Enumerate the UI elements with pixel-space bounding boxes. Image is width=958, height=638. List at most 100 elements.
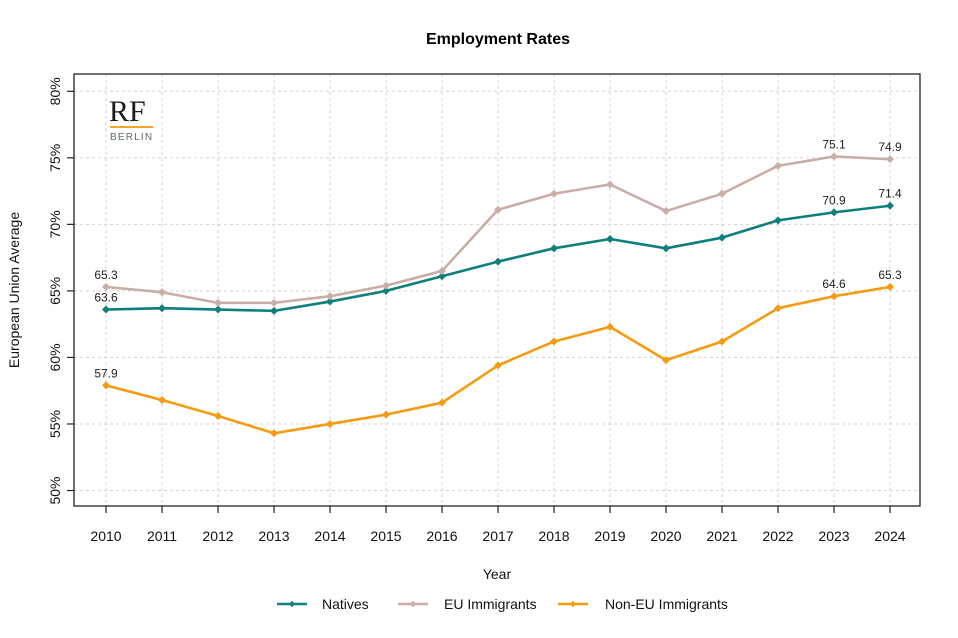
data-point <box>830 208 838 217</box>
x-tick-label: 2020 <box>650 528 681 544</box>
legend-label: Non-EU Immigrants <box>605 596 728 612</box>
data-point <box>270 306 278 315</box>
x-tick-label: 2016 <box>426 528 457 544</box>
series-eu-immigrants: 65.3 75.1 74.9 <box>94 138 902 307</box>
legend-marker <box>409 600 417 608</box>
chart-title: Employment Rates <box>426 31 570 48</box>
x-tick-label: 2018 <box>538 528 569 544</box>
data-label: 65.3 <box>94 268 118 282</box>
data-label: 75.1 <box>822 138 846 152</box>
legend-label: EU Immigrants <box>444 596 537 612</box>
data-point <box>606 180 614 189</box>
data-point <box>438 272 446 281</box>
y-tick-label: 75% <box>47 144 63 172</box>
data-point <box>158 396 166 405</box>
legend-item: EU Immigrants <box>398 596 537 612</box>
data-point <box>830 292 838 301</box>
data-point <box>270 298 278 307</box>
data-point <box>886 282 894 291</box>
x-axis: 2010 2011 2012 2013 2014 2015 2016 2017 2018 2019… <box>90 506 906 544</box>
y-tick-label: 65% <box>47 277 63 305</box>
data-point <box>550 337 558 346</box>
series-non-eu-immigrants: 57.9 64.6 65.3 <box>94 268 902 438</box>
data-point <box>774 161 782 170</box>
data-point <box>326 297 334 306</box>
y-tick-label: 60% <box>47 343 63 371</box>
logo: RF BERLIN <box>109 95 153 143</box>
x-tick-label: 2015 <box>370 528 401 544</box>
data-point <box>494 257 502 266</box>
legend: Natives EU Immigrants Non-EU Immigrants <box>277 596 728 612</box>
data-point <box>102 381 110 390</box>
legend-item: Non-EU Immigrants <box>558 596 728 612</box>
y-tick-label: 70% <box>47 210 63 238</box>
data-point <box>830 152 838 161</box>
x-tick-label: 2012 <box>202 528 233 544</box>
y-tick-label: 80% <box>47 77 63 105</box>
data-point <box>214 411 222 420</box>
data-label: 64.6 <box>822 277 846 291</box>
x-tick-label: 2022 <box>762 528 793 544</box>
data-point <box>214 305 222 314</box>
series: 63.6 70.9 71.4 65.3 75.1 74.9 57.9 64.6 65.3 <box>94 138 902 438</box>
data-point <box>158 304 166 313</box>
series-natives: 63.6 70.9 71.4 <box>94 187 902 315</box>
x-tick-label: 2013 <box>258 528 289 544</box>
x-tick-label: 2024 <box>874 528 905 544</box>
x-tick-label: 2010 <box>90 528 121 544</box>
data-label: 63.6 <box>94 291 118 305</box>
x-tick-label: 2011 <box>147 528 177 544</box>
data-point <box>606 322 614 331</box>
legend-item: Natives <box>277 596 369 612</box>
data-point <box>382 410 390 419</box>
data-point <box>886 201 894 210</box>
data-point <box>886 155 894 164</box>
plot-frame <box>73 73 921 507</box>
y-axis: 50% 55% 60% 65% 70% 75% 80% <box>47 77 74 505</box>
x-tick-label: 2014 <box>314 528 345 544</box>
logo-underline <box>110 126 153 128</box>
gridlines <box>74 74 920 506</box>
data-point <box>774 304 782 313</box>
y-axis-label: European Union Average <box>6 212 22 368</box>
data-point <box>158 288 166 297</box>
data-point <box>102 305 110 314</box>
data-label: 65.3 <box>878 268 902 282</box>
y-tick-label: 55% <box>47 410 63 438</box>
data-point <box>270 429 278 438</box>
data-point <box>326 419 334 428</box>
data-point <box>718 337 726 346</box>
logo-rf-text: RF <box>109 95 146 128</box>
data-point <box>382 286 390 295</box>
data-label: 71.4 <box>878 187 902 201</box>
data-point <box>438 398 446 407</box>
x-axis-label: Year <box>483 566 512 582</box>
data-point <box>718 189 726 198</box>
data-point <box>550 189 558 198</box>
data-point <box>102 282 110 291</box>
logo-berlin-text: BERLIN <box>110 132 153 143</box>
data-point <box>606 235 614 244</box>
data-point <box>494 205 502 214</box>
x-tick-label: 2021 <box>706 528 737 544</box>
data-point <box>718 233 726 242</box>
x-tick-label: 2017 <box>482 528 513 544</box>
data-label: 70.9 <box>822 193 846 207</box>
y-tick-label: 50% <box>47 476 63 504</box>
data-point <box>438 266 446 275</box>
x-tick-label: 2019 <box>594 528 625 544</box>
data-point <box>494 361 502 370</box>
data-point <box>662 244 670 253</box>
data-point <box>774 216 782 225</box>
data-point <box>550 244 558 253</box>
legend-marker <box>569 600 577 608</box>
data-point <box>662 207 670 216</box>
data-label: 57.9 <box>94 366 118 380</box>
data-point <box>326 292 334 301</box>
data-point <box>382 281 390 290</box>
legend-label: Natives <box>322 596 369 612</box>
data-point <box>214 298 222 307</box>
x-tick-label: 2023 <box>818 528 849 544</box>
legend-marker <box>288 600 296 608</box>
